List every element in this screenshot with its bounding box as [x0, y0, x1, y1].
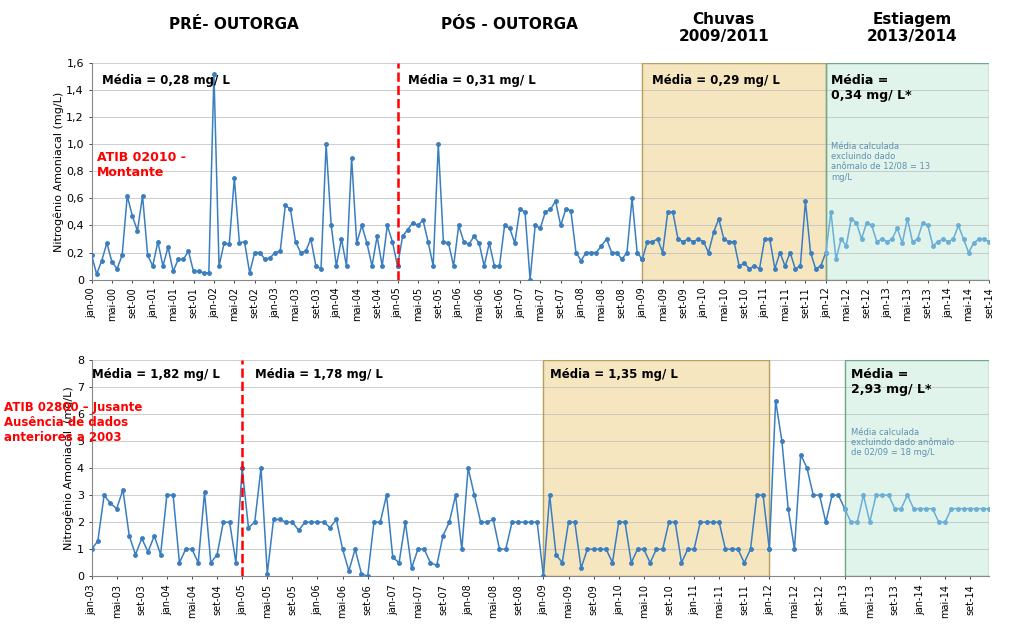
Text: Média = 1,82 mg/ L: Média = 1,82 mg/ L	[92, 368, 219, 381]
Text: Média calculada
excluindo dado
anômalo de 12/08 = 13
mg/L: Média calculada excluindo dado anômalo d…	[831, 142, 930, 182]
Text: PÓS - OUTORGA: PÓS - OUTORGA	[441, 16, 578, 32]
Y-axis label: Nitrogênio Amoniacal  (mg/L): Nitrogênio Amoniacal (mg/L)	[64, 386, 74, 550]
Bar	[825, 63, 989, 280]
Text: Chuvas
2009/2011: Chuvas 2009/2011	[678, 12, 769, 44]
Text: Média = 1,35 mg/ L: Média = 1,35 mg/ L	[550, 368, 678, 381]
Text: Média =
2,93 mg/ L*: Média = 2,93 mg/ L*	[851, 368, 931, 396]
Bar	[544, 360, 769, 576]
Text: PRÉ- OUTORGA: PRÉ- OUTORGA	[170, 16, 300, 32]
Text: Média = 0,29 mg/ L: Média = 0,29 mg/ L	[653, 74, 780, 87]
Bar	[643, 63, 825, 280]
Text: Média = 0,28 mg/ L: Média = 0,28 mg/ L	[102, 74, 230, 87]
Text: Média =
0,34 mg/ L*: Média = 0,34 mg/ L*	[831, 74, 911, 102]
Text: ATIB 02010 -
Montante: ATIB 02010 - Montante	[97, 151, 186, 179]
Y-axis label: Nitrogênio Amoniacal (mg/L): Nitrogênio Amoniacal (mg/L)	[53, 91, 64, 251]
Text: ATIB 02800 – Jusante
Ausência de dados
anteriores a 2003: ATIB 02800 – Jusante Ausência de dados a…	[4, 401, 142, 444]
Text: Média calculada
excluindo dado anômalo
de 02/09 = 18 mg/L: Média calculada excluindo dado anômalo d…	[851, 427, 955, 458]
Bar	[845, 360, 989, 576]
Text: Estiagem
2013/2014: Estiagem 2013/2014	[867, 12, 958, 44]
Text: Média = 1,78 mg/ L: Média = 1,78 mg/ L	[254, 368, 382, 381]
Text: Média = 0,31 mg/ L: Média = 0,31 mg/ L	[408, 74, 536, 87]
